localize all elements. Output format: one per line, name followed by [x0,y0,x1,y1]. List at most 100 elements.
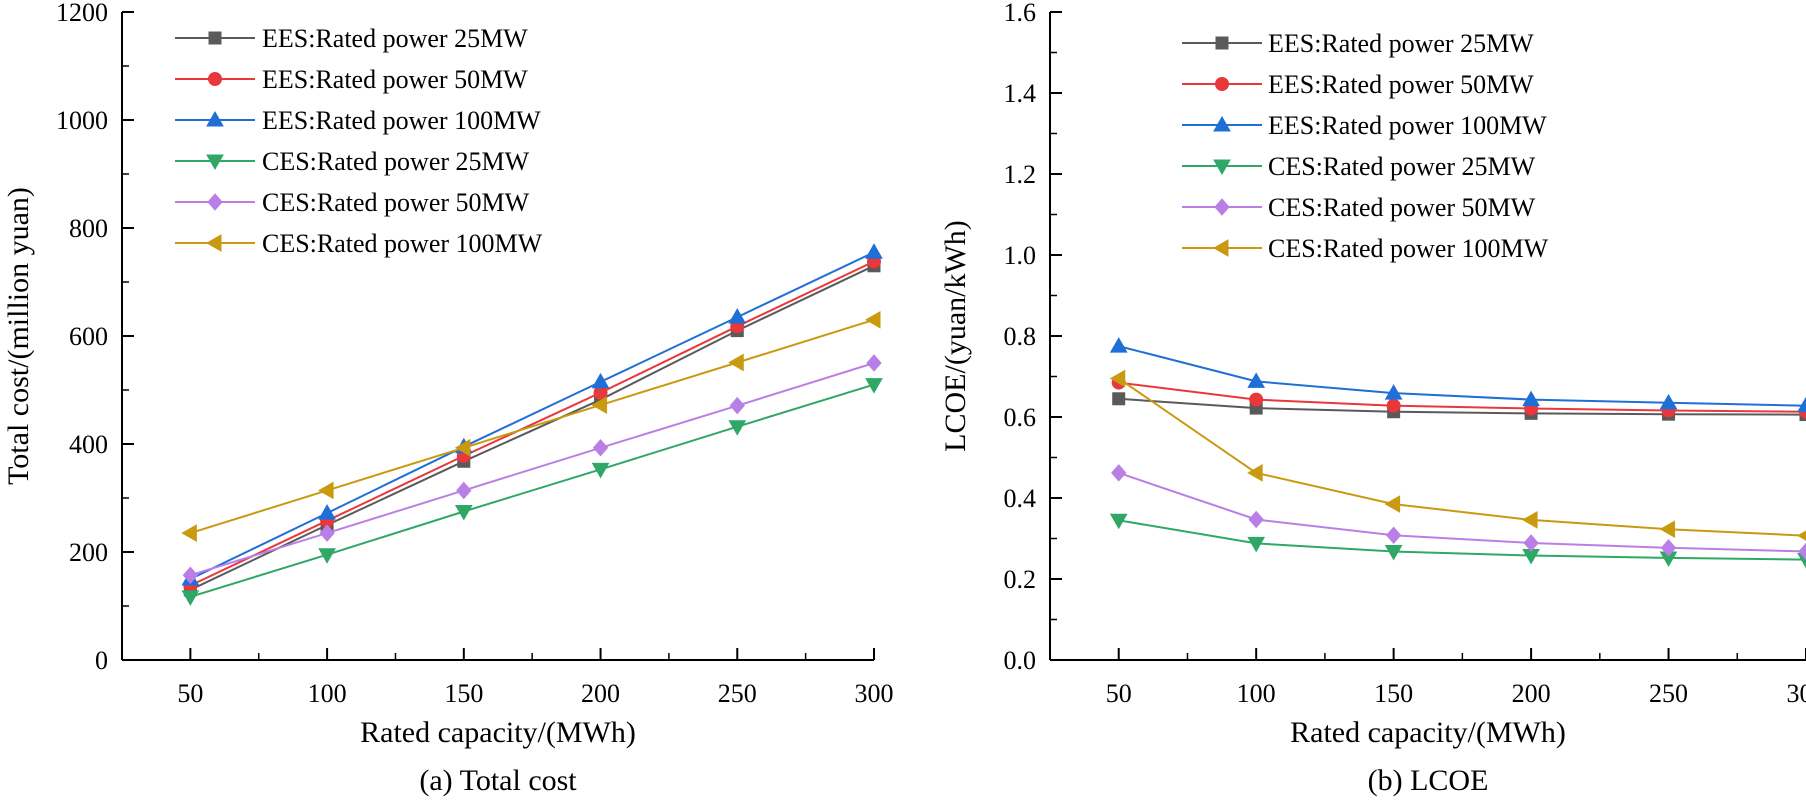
legend-label: CES:Rated power 50MW [262,188,530,217]
legend-marker [1215,77,1229,91]
legend-marker [1215,36,1229,50]
data-point [1247,536,1266,553]
legend-label: EES:Rated power 50MW [262,65,528,94]
y-tick-label: 0.6 [1004,403,1037,432]
y-tick-label: 1.4 [1004,79,1037,108]
data-point [1384,495,1401,513]
panel-a: 0 200 400 600 800 1000 1200 50 100 150 200 250 300 Ra… [2,0,894,797]
data-point [1384,544,1403,561]
series-4 [182,354,882,584]
data-point [1109,513,1128,530]
legend-entry: CES:Rated power 50MW [1182,193,1536,222]
series-line [1118,397,1806,416]
y-tick-label: 0.4 [1004,484,1037,513]
data-point [1797,396,1806,413]
legend-label: EES:Rated power 100MW [1268,111,1547,140]
y-tick-label: 0.8 [1004,322,1037,351]
legend: EES:Rated power 25MW EES:Rated power 50MW… [1182,29,1549,263]
panel-b: 0.0 0.2 0.4 0.6 0.8 1.0 1.2 1.4 1.6 50 100 150 200 25… [939,0,1806,797]
data-point [318,481,334,500]
series-3 [1109,513,1806,569]
data-point [1109,369,1126,388]
data-point [318,548,336,564]
x-tick-label: 150 [1374,679,1413,708]
series-line [189,264,875,591]
data-point [866,354,882,372]
legend-entry: CES:Rated power 100MW [175,229,543,258]
data-point [591,396,608,414]
y-tick-label: 1.6 [1004,0,1037,27]
data-point [728,308,747,324]
data-point [1659,393,1678,410]
series-line [1118,381,1806,413]
x-tick-label: 300 [1787,679,1806,708]
data-point [454,505,473,521]
legend-marker [206,154,224,171]
data-point [1385,526,1402,545]
series-line [1118,377,1806,537]
x-axis-label: Rated capacity/(MWh) [360,716,636,749]
legend-entry: CES:Rated power 25MW [1182,152,1536,181]
x-tick-label: 250 [1649,679,1688,708]
data-point [728,353,744,372]
series-4 [1111,464,1806,561]
data-point [1247,372,1266,388]
data-point [592,439,609,457]
data-point [182,566,199,584]
legend-marker [1213,115,1231,132]
y-axis-label: LCOE/(yuan/kWh) [939,220,972,452]
data-point [456,481,472,500]
data-point [1247,464,1263,482]
legend: EES:Rated power 25MW EES:Rated power 50MW… [175,24,543,258]
y-tick-label: 400 [69,430,108,459]
y-tick-label: 200 [69,538,108,567]
panel-caption: (b) LCOE [1368,764,1489,797]
y-tick-label: 1.0 [1004,241,1037,270]
data-point [1523,534,1539,552]
data-point [1384,384,1403,400]
data-point [1659,520,1676,539]
legend-marker [1214,198,1230,216]
data-point [1796,530,1806,541]
legend-label: CES:Rated power 25MW [1268,152,1536,181]
series-line [189,251,875,580]
data-point [728,420,747,436]
x-tick-label: 50 [1106,679,1132,708]
legend-label: EES:Rated power 50MW [1268,70,1534,99]
legend-marker [208,72,222,86]
legend-label: EES:Rated power 25MW [1268,29,1534,58]
y-tick-label: 0 [95,646,108,675]
series-1 [183,254,881,593]
y-axis-label: Total cost/(million yuan) [2,187,35,485]
y-tick-label: 800 [69,214,108,243]
legend-marker [1212,239,1229,257]
series-line [1118,519,1806,561]
legend-entry: EES:Rated power 25MW [1182,29,1534,58]
series-line [1118,345,1806,407]
data-point [1522,390,1540,407]
series-line [1118,471,1806,553]
x-axis-label: Rated capacity/(MWh) [1290,716,1566,749]
y-tick-label: 0.2 [1004,565,1037,594]
data-point [319,524,335,542]
legend-entry: CES:Rated power 50MW [175,188,530,217]
legend-entry: EES:Rated power 100MW [175,106,541,135]
data-point [1109,337,1128,353]
data-point [729,396,745,415]
y-tick-label: 1.2 [1004,160,1037,189]
legend-marker [206,110,224,127]
series-2 [1109,337,1806,413]
legend-entry: CES:Rated power 25MW [175,147,530,176]
series-5 [181,310,881,542]
legend-entry: EES:Rated power 50MW [175,65,528,94]
y-tick-label: 600 [69,322,108,351]
data-point [181,524,197,542]
series-line [189,260,875,587]
data-point [591,372,610,389]
x-tick-label: 200 [1512,679,1551,708]
legend-label: EES:Rated power 100MW [262,106,541,135]
x-tick-label: 100 [308,679,347,708]
legend-label: CES:Rated power 25MW [262,147,530,176]
legend-marker [208,31,222,45]
series-5 [1109,369,1806,541]
